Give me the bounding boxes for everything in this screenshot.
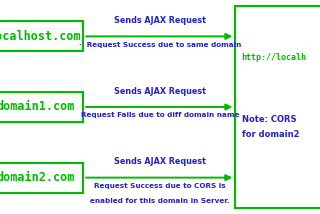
Text: enabled for this domain in Server.: enabled for this domain in Server.	[90, 198, 230, 204]
Text: Note: CORS: Note: CORS	[242, 115, 296, 124]
FancyBboxPatch shape	[0, 92, 83, 122]
Text: http://localh: http://localh	[242, 53, 307, 62]
Text: for domain2: for domain2	[242, 130, 299, 139]
Text: Sends AJAX Request: Sends AJAX Request	[114, 16, 206, 25]
Text: Request Fails due to diff domain name: Request Fails due to diff domain name	[81, 112, 239, 118]
Text: localhost.com: localhost.com	[0, 30, 82, 43]
Text: Request Success due to CORS is: Request Success due to CORS is	[94, 183, 226, 189]
Text: Sends AJAX Request: Sends AJAX Request	[114, 87, 206, 96]
FancyBboxPatch shape	[235, 6, 320, 208]
Text: domain2.com: domain2.com	[0, 171, 74, 184]
Text: ·  Request Success due to same domain: · Request Success due to same domain	[79, 42, 241, 48]
Text: Sends AJAX Request: Sends AJAX Request	[114, 158, 206, 166]
Text: domain1.com: domain1.com	[0, 101, 74, 113]
FancyBboxPatch shape	[0, 163, 83, 193]
FancyBboxPatch shape	[0, 21, 83, 51]
